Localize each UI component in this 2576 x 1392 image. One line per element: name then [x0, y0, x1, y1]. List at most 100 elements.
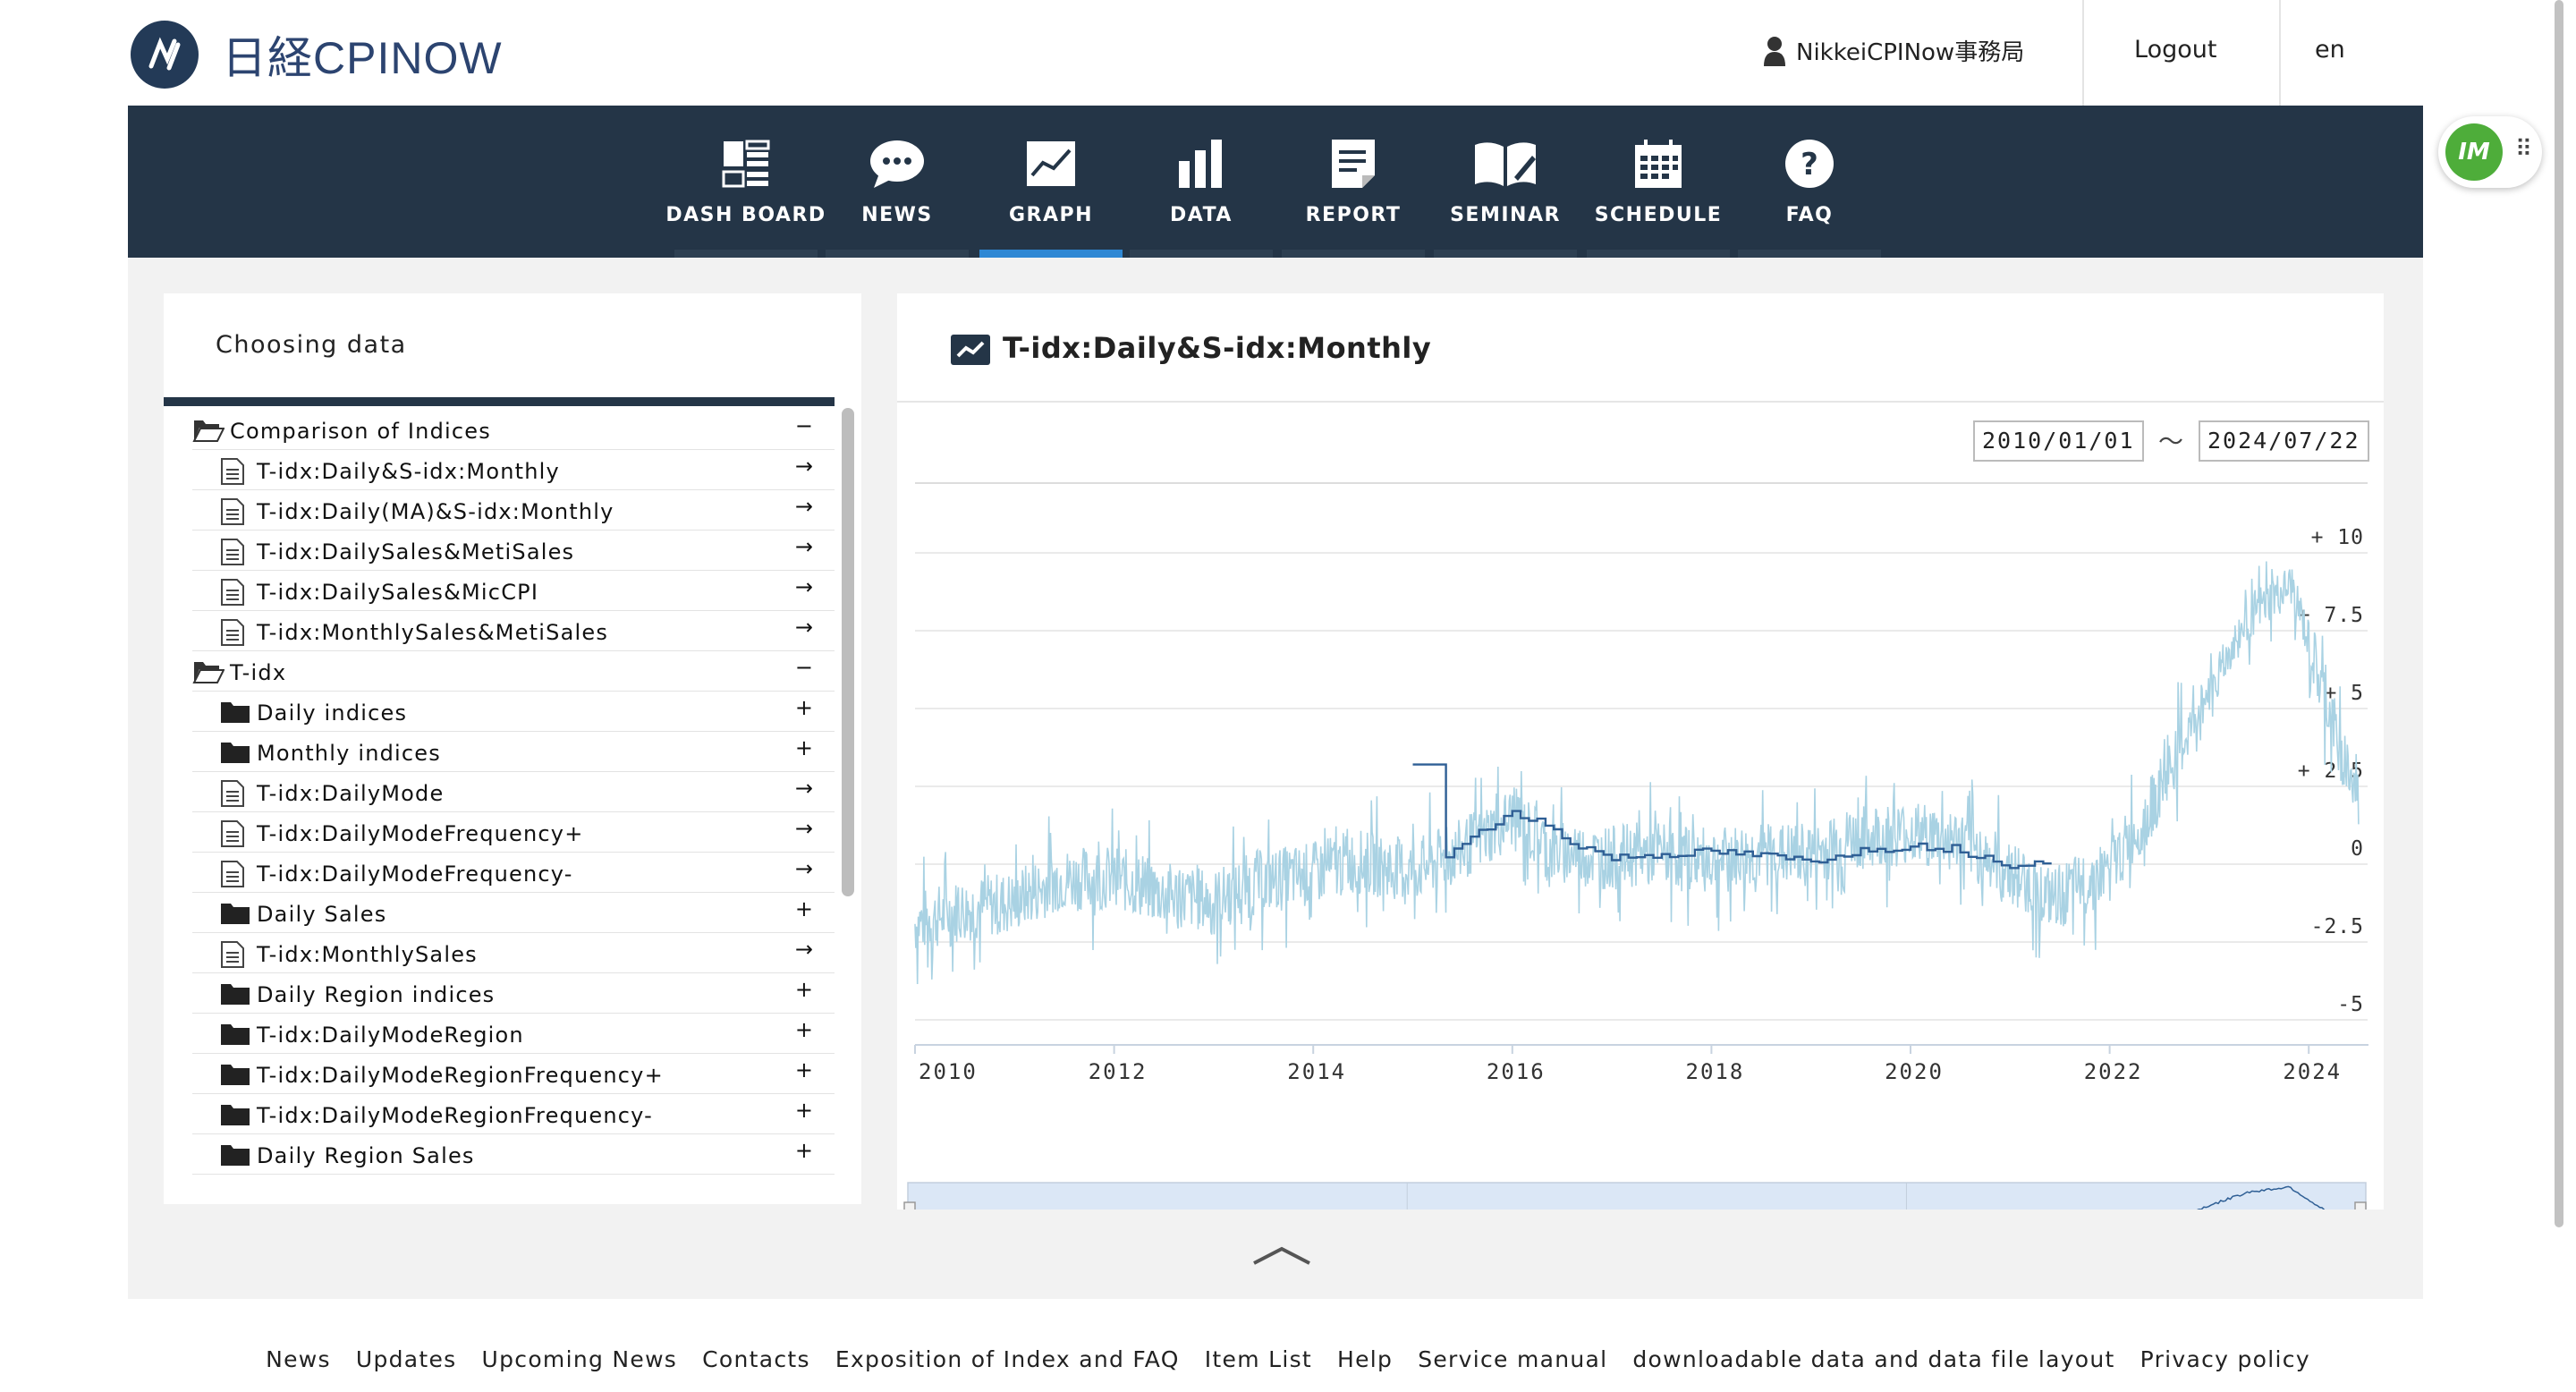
tree-item[interactable]: T-idx:DailyModeRegionFrequency+ + — [192, 1054, 835, 1094]
user-account[interactable]: NikkeiCPINow事務局 — [1762, 34, 2024, 67]
tree-item[interactable]: T-idx:DailyModeRegion + — [192, 1014, 835, 1054]
tree-item[interactable]: T-idx:Daily(MA)&S-idx:Monthly → — [192, 490, 835, 530]
nav-dashboard[interactable]: DASH BOARD — [665, 106, 825, 258]
news-chat-icon — [870, 140, 924, 188]
dashboard-icon — [722, 140, 770, 188]
navigator-window[interactable] — [907, 1182, 2367, 1210]
footer-link[interactable]: Contacts — [702, 1346, 810, 1372]
expand-icon[interactable]: + — [794, 896, 813, 921]
tree-item[interactable]: T-idx:DailyModeRegionFrequency- + — [192, 1094, 835, 1134]
footer-link[interactable]: Updates — [355, 1346, 457, 1372]
folder-icon — [221, 1145, 250, 1166]
calendar-icon — [1635, 140, 1682, 188]
tree-item[interactable]: T-idx:DailyMode → — [192, 772, 835, 812]
nav-graph[interactable]: GRAPH — [979, 106, 1123, 258]
navigator-left-handle[interactable] — [903, 1201, 916, 1210]
tree-item[interactable]: Daily Sales + — [192, 893, 835, 933]
graph-icon — [1027, 141, 1075, 186]
collapse-icon[interactable]: − — [794, 413, 813, 438]
tree-item-label: T-idx:DailyModeRegionFrequency- — [257, 1103, 654, 1128]
tree-item[interactable]: Daily Region Sales + — [192, 1134, 835, 1175]
footer-link[interactable]: Help — [1337, 1346, 1394, 1372]
im-logo-icon: IM — [2445, 123, 2503, 181]
footer-link[interactable]: News — [266, 1346, 331, 1372]
open-arrow-icon[interactable]: → — [794, 454, 813, 479]
tree-item[interactable]: T-idx:DailySales&MetiSales → — [192, 530, 835, 571]
tree-item[interactable]: T-idx:DailySales&MicCPI → — [192, 571, 835, 611]
page-scrollbar-thumb[interactable] — [2555, 0, 2563, 1227]
open-arrow-icon[interactable]: → — [794, 776, 813, 801]
im-widget[interactable]: IM ⠿ — [2438, 116, 2542, 188]
x-tick-label: 2014 — [1287, 1059, 1346, 1084]
expand-icon[interactable]: + — [794, 977, 813, 1002]
tree-item-label: T-idx:DailyMode — [257, 781, 445, 806]
footer-link[interactable]: Exposition of Index and FAQ — [835, 1346, 1180, 1372]
tree-item[interactable]: T-idx:DailyModeFrequency- → — [192, 853, 835, 893]
x-tick-label: 2022 — [2084, 1059, 2143, 1084]
tree-scrollbar[interactable] — [836, 403, 858, 1204]
bar-chart-icon — [1179, 140, 1222, 188]
brand-name: 日経CPINOW — [222, 33, 503, 83]
language-switch[interactable]: en — [2315, 36, 2345, 64]
brand-logo[interactable]: 日経CPINOW — [131, 20, 503, 89]
footer-link[interactable]: Item List — [1204, 1346, 1312, 1372]
tree-item[interactable]: T-idx:MonthlySales&MetiSales → — [192, 611, 835, 651]
panel-divider — [164, 397, 835, 406]
open-arrow-icon[interactable]: → — [794, 494, 813, 519]
choosing-data-panel: Choosing data Comparison of Indices − T-id… — [164, 293, 861, 1204]
tree-item[interactable]: T-idx − — [192, 651, 835, 692]
main-navigation: DASH BOARD NEWS GRAPH DATA REPORT — [128, 106, 2423, 258]
collapse-icon[interactable]: − — [794, 655, 813, 680]
tree-item[interactable]: Daily indices + — [192, 692, 835, 732]
nav-schedule[interactable]: SCHEDULE — [1587, 106, 1730, 258]
scroll-top-chevron-icon[interactable] — [1250, 1242, 1313, 1269]
header-divider — [2279, 0, 2281, 106]
nav-news[interactable]: NEWS — [826, 106, 969, 258]
footer-link[interactable]: Upcoming News — [481, 1346, 678, 1372]
open-arrow-icon[interactable]: → — [794, 856, 813, 881]
open-arrow-icon[interactable]: → — [794, 816, 813, 841]
open-arrow-icon[interactable]: → — [794, 574, 813, 599]
footer-link[interactable]: Service manual — [1418, 1346, 1608, 1372]
x-tick-label: 2016 — [1487, 1059, 1546, 1084]
page-scrollbar[interactable] — [2551, 0, 2569, 1227]
expand-icon[interactable]: + — [794, 1098, 813, 1123]
tree-item[interactable]: Comparison of Indices − — [192, 410, 835, 450]
expand-icon[interactable]: + — [794, 1138, 813, 1163]
tree-item[interactable]: Daily Region indices + — [192, 973, 835, 1014]
tree-item[interactable]: T-idx:Daily&S-idx:Monthly → — [192, 450, 835, 490]
footer-link[interactable]: Privacy policy — [2140, 1346, 2310, 1372]
open-arrow-icon[interactable]: → — [794, 937, 813, 962]
navigator-right-handle[interactable] — [2354, 1201, 2367, 1210]
tree-item-label: T-idx — [230, 660, 287, 685]
tree-item-label: T-idx:DailyModeFrequency- — [257, 862, 573, 887]
nav-underline — [1130, 250, 1273, 258]
date-from-input[interactable]: 2010/01/01 — [1973, 420, 2144, 462]
tree-item[interactable]: T-idx:DailyModeFrequency+ → — [192, 812, 835, 853]
x-tick-label: 2018 — [1686, 1059, 1745, 1084]
expand-icon[interactable]: + — [794, 1017, 813, 1042]
tree-item-label: T-idx:DailySales&MetiSales — [257, 539, 575, 564]
expand-icon[interactable]: + — [794, 695, 813, 720]
nav-report[interactable]: REPORT — [1282, 106, 1425, 258]
tree-item[interactable]: T-idx:MonthlySales → — [192, 933, 835, 973]
tree-scrollbar-thumb[interactable] — [842, 408, 854, 896]
logout-link[interactable]: Logout — [2134, 36, 2217, 64]
nav-underline — [1587, 250, 1730, 258]
drag-grip-icon[interactable]: ⠿ — [2515, 136, 2533, 163]
footer-link[interactable]: downloadable data and data file layout — [1632, 1346, 2115, 1372]
expand-icon[interactable]: + — [794, 1057, 813, 1082]
tree-item[interactable]: Monthly indices + — [192, 732, 835, 772]
open-arrow-icon[interactable]: → — [794, 534, 813, 559]
open-arrow-icon[interactable]: → — [794, 615, 813, 640]
nav-active-underline — [979, 250, 1123, 258]
nav-data[interactable]: DATA — [1130, 106, 1273, 258]
folder-icon — [221, 904, 250, 924]
nav-faq[interactable]: ? FAQ — [1738, 106, 1881, 258]
nav-underline — [826, 250, 969, 258]
date-to-input[interactable]: 2024/07/22 — [2199, 420, 2369, 462]
folder-open-icon — [192, 662, 225, 683]
nav-seminar[interactable]: SEMINAR — [1434, 106, 1577, 258]
expand-icon[interactable]: + — [794, 735, 813, 760]
